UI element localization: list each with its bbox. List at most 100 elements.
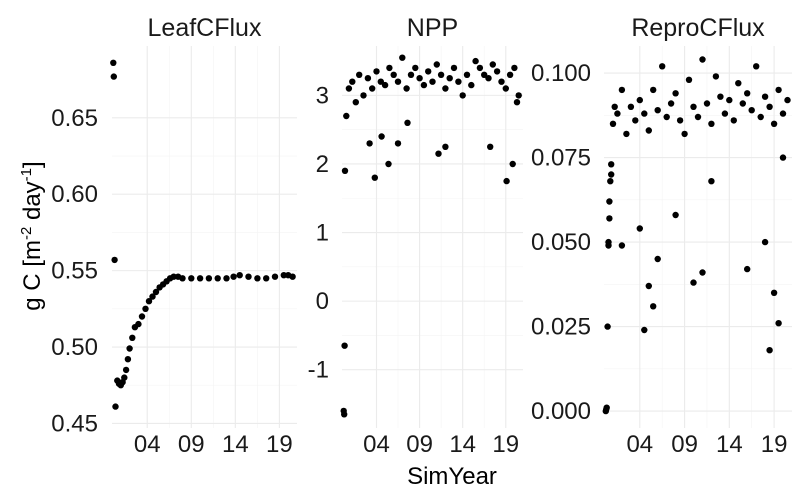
data-point bbox=[654, 107, 661, 114]
data-point bbox=[645, 127, 652, 134]
y-tick-label: 0.050 bbox=[531, 229, 591, 256]
grid bbox=[604, 46, 792, 428]
data-point bbox=[779, 110, 787, 117]
y-tick-label: 0.65 bbox=[51, 105, 98, 132]
data-point bbox=[110, 73, 118, 80]
data-point bbox=[608, 161, 615, 168]
data-point bbox=[442, 85, 449, 92]
y-axis-label-main: g C [m bbox=[19, 240, 46, 311]
x-tick-label: 04 bbox=[134, 431, 161, 458]
y-axis-label: g C [m-2 day-1] bbox=[18, 161, 46, 310]
y-tick-label: 1 bbox=[316, 220, 329, 247]
data-point bbox=[735, 80, 742, 87]
data-point bbox=[345, 85, 353, 92]
data-point bbox=[341, 342, 348, 349]
data-point bbox=[394, 140, 402, 147]
x-tick-label: 09 bbox=[671, 431, 698, 458]
data-point bbox=[770, 289, 778, 296]
data-point bbox=[381, 81, 389, 89]
data-point bbox=[604, 323, 611, 330]
x-tick-label: 19 bbox=[492, 431, 519, 458]
data-point bbox=[245, 273, 252, 280]
data-point bbox=[170, 273, 177, 280]
data-point bbox=[129, 334, 136, 341]
data-point bbox=[685, 76, 693, 84]
data-point bbox=[744, 265, 751, 273]
data-point bbox=[498, 78, 505, 85]
y-axis-label-mid: day bbox=[19, 181, 46, 226]
data-point bbox=[450, 64, 458, 72]
data-point bbox=[502, 85, 509, 92]
x-tick-label: 09 bbox=[178, 431, 205, 458]
data-point bbox=[111, 256, 118, 264]
data-point bbox=[699, 269, 706, 276]
data-point bbox=[699, 56, 706, 63]
data-point bbox=[636, 225, 643, 232]
data-point bbox=[196, 275, 204, 282]
data-point bbox=[506, 71, 514, 79]
data-point bbox=[672, 211, 679, 219]
x-tick-label: 04 bbox=[363, 431, 390, 458]
data-point bbox=[659, 63, 666, 70]
data-point bbox=[188, 275, 195, 282]
data-point bbox=[412, 64, 419, 72]
data-point bbox=[378, 133, 385, 140]
data-point bbox=[214, 275, 221, 282]
data-point bbox=[459, 92, 466, 99]
y-tick-label: 3 bbox=[316, 82, 329, 109]
data-point bbox=[369, 85, 376, 92]
data-point bbox=[690, 103, 697, 111]
data-point bbox=[371, 174, 378, 181]
data-point bbox=[636, 96, 643, 104]
data-point bbox=[766, 103, 773, 111]
data-point bbox=[654, 255, 661, 263]
data-point bbox=[437, 71, 445, 79]
y-tick-label: 0.55 bbox=[51, 258, 98, 285]
data-point bbox=[446, 75, 453, 82]
data-point bbox=[407, 71, 415, 79]
y-tick-label: 0.45 bbox=[51, 410, 98, 437]
data-point bbox=[663, 113, 670, 121]
data-point bbox=[254, 275, 261, 282]
data-point bbox=[779, 154, 787, 161]
data-point bbox=[343, 112, 350, 120]
data-point bbox=[608, 171, 615, 178]
y-tick-label: 0.60 bbox=[51, 181, 98, 208]
data-point bbox=[142, 305, 149, 312]
data-point bbox=[341, 167, 349, 174]
data-point bbox=[730, 117, 737, 124]
data-point bbox=[641, 326, 648, 334]
data-point bbox=[694, 113, 702, 121]
data-point bbox=[394, 78, 402, 85]
data-point bbox=[205, 275, 213, 282]
data-points bbox=[110, 59, 296, 410]
y-tick-label: 0.000 bbox=[531, 398, 591, 425]
x-tick-label: 19 bbox=[266, 431, 293, 458]
x-axis-label: SimYear bbox=[407, 463, 497, 490]
y-tick-label: 0.075 bbox=[531, 145, 591, 172]
data-point bbox=[676, 117, 684, 124]
data-point bbox=[753, 63, 760, 70]
data-point bbox=[513, 99, 521, 106]
data-point bbox=[280, 272, 287, 279]
data-points bbox=[340, 54, 522, 418]
data-point bbox=[761, 238, 769, 246]
x-tick-label: 14 bbox=[449, 431, 476, 458]
data-point bbox=[645, 282, 652, 290]
data-point bbox=[373, 68, 380, 75]
y-tick-label: 0.50 bbox=[51, 334, 98, 361]
data-point bbox=[149, 293, 156, 300]
data-point bbox=[632, 117, 639, 124]
data-points bbox=[602, 56, 791, 415]
data-point bbox=[416, 75, 423, 82]
data-point bbox=[126, 345, 133, 352]
y-tick-label: -1 bbox=[308, 357, 329, 384]
data-point bbox=[121, 374, 128, 381]
data-point bbox=[605, 242, 612, 249]
data-point bbox=[463, 71, 471, 79]
data-point bbox=[435, 150, 442, 157]
data-point bbox=[721, 110, 729, 117]
data-point bbox=[650, 86, 657, 94]
data-point bbox=[766, 347, 773, 354]
data-point bbox=[425, 68, 432, 75]
